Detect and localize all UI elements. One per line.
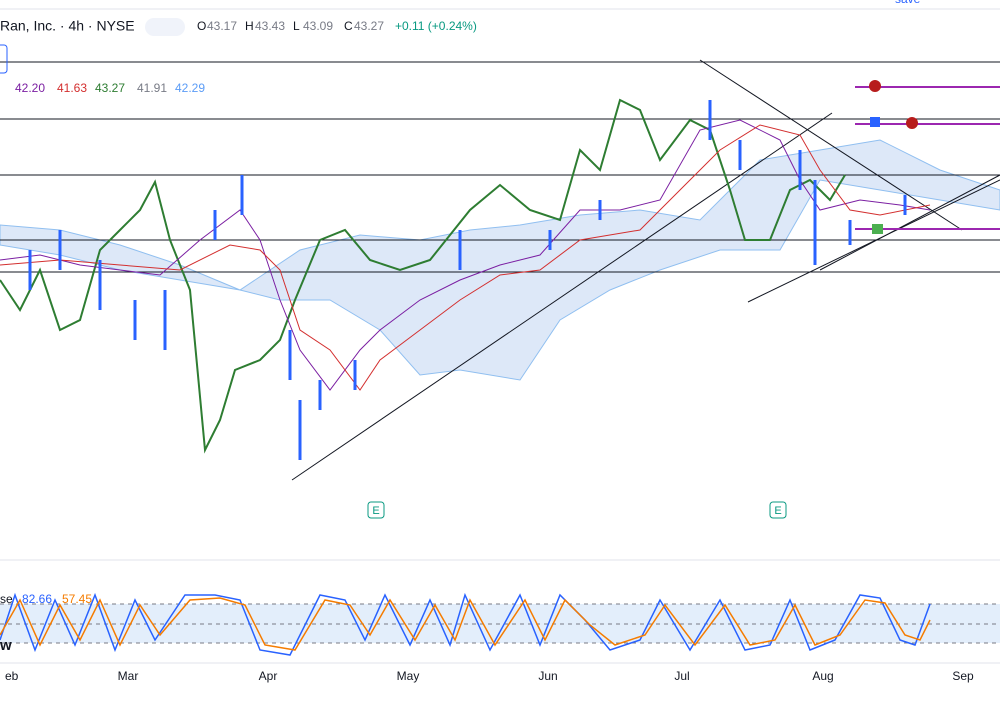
collapse-button[interactable] (0, 44, 8, 74)
month-label: eb (5, 669, 19, 683)
candles (28, 100, 907, 460)
ichimoku-value: 43.27 (95, 81, 125, 95)
pane-label: w (0, 637, 12, 654)
save-button[interactable]: save (895, 0, 921, 6)
earnings-marker (367, 501, 385, 519)
alert-icon[interactable] (906, 117, 918, 129)
stoch-levels (0, 603, 1000, 644)
ichimoku-value: 42.20 (15, 81, 45, 95)
stoch-name: se (0, 592, 13, 606)
check-icon[interactable] (872, 224, 883, 234)
base-line (0, 124, 931, 391)
symbol-title: Ran, Inc. · 4h · NYSE (0, 18, 135, 34)
ohlc-label: H (245, 19, 254, 33)
earnings-marker (769, 501, 787, 519)
ohlc-label: O (197, 19, 206, 33)
month-label: Aug (812, 669, 833, 683)
ohlc-value: 43.09 (303, 19, 333, 33)
ohlc-label: L (293, 19, 300, 33)
ichimoku-cloud (0, 139, 1000, 381)
month-label: May (397, 669, 420, 683)
compare-toggle[interactable] (145, 18, 185, 36)
month-label: Sep (952, 669, 974, 683)
ohlc-value: 43.27 (354, 19, 384, 33)
month-label: Apr (259, 669, 278, 683)
ichimoku-value: 41.63 (57, 81, 87, 95)
stoch-d (0, 597, 931, 651)
order-icon[interactable] (870, 117, 880, 127)
ohlc-label: C (344, 19, 353, 33)
ohlc-value: 43.43 (255, 19, 285, 33)
month-label: Mar (118, 669, 139, 683)
month-label: Jun (538, 669, 557, 683)
earnings-label: E (372, 505, 379, 517)
earnings-label: E (774, 505, 781, 517)
levels (0, 59, 1000, 481)
stoch-k-value: 82.66 (22, 592, 52, 606)
change: +0.11 (+0.24%) (395, 19, 477, 33)
conversion-line (0, 119, 931, 391)
ichimoku-value: 41.91 (137, 81, 167, 95)
stoch-d-value: 57.45 (62, 592, 92, 606)
month-label: Jul (674, 669, 689, 683)
alert-icon[interactable] (869, 80, 881, 92)
ichimoku-value: 42.29 (175, 81, 205, 95)
ohlc-value: 43.17 (207, 19, 237, 33)
lagging-span (0, 98, 846, 454)
